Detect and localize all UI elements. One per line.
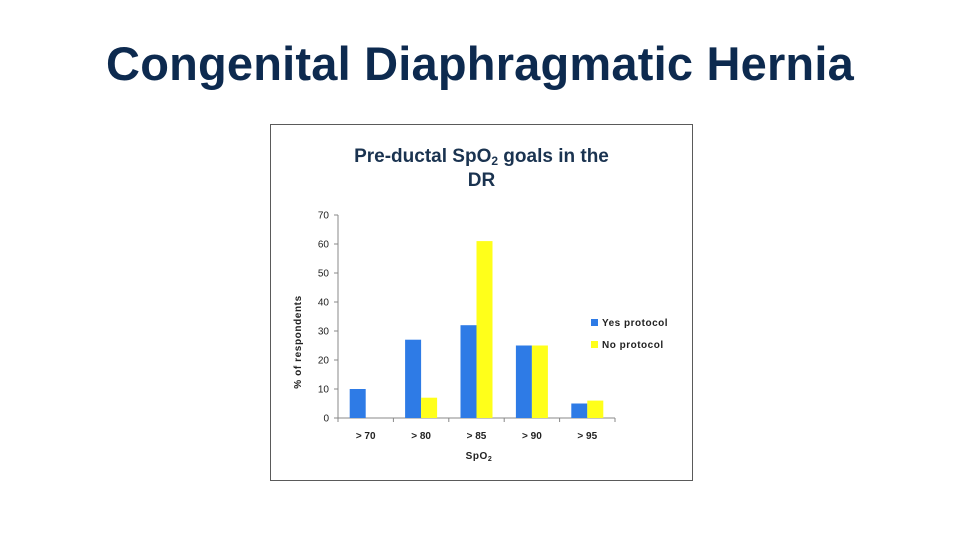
bar-no-protocol xyxy=(587,400,604,418)
bar-no-protocol xyxy=(476,241,493,418)
chart-title-line2: DR xyxy=(467,170,496,191)
y-tick-label: 0 xyxy=(323,414,329,425)
y-tick-label: 40 xyxy=(318,298,330,309)
chart-title-rest: goals in the xyxy=(498,146,609,167)
y-tick-label: 60 xyxy=(318,240,330,251)
x-tick-label: > 90 xyxy=(522,431,542,442)
chart-title-main: Pre-ductal SpO xyxy=(354,146,492,167)
x-tick-label: > 85 xyxy=(467,431,487,442)
bars xyxy=(349,241,604,418)
bar-no-protocol xyxy=(531,345,548,418)
chart-frame: Pre-ductal SpO2 goals in the DR 0 10 20 30 40… xyxy=(270,124,693,481)
bar-yes-protocol xyxy=(460,325,477,418)
bar-yes-protocol xyxy=(405,339,422,418)
x-axis-title-main: SpO xyxy=(466,451,488,462)
x-axis-title-subscript: 2 xyxy=(488,456,493,463)
y-axis: 0 10 20 30 40 50 60 70 xyxy=(318,211,339,425)
chart-title-subscript: 2 xyxy=(491,154,499,168)
y-tick-label: 30 xyxy=(318,327,330,338)
bar-yes-protocol xyxy=(349,389,366,418)
slide-title: Congenital Diaphragmatic Hernia xyxy=(106,37,854,90)
x-axis xyxy=(337,417,616,422)
x-tick-label: > 95 xyxy=(577,431,597,442)
legend: Yes protocol No protocol xyxy=(591,318,668,351)
x-tick-label: > 70 xyxy=(356,431,376,442)
bar-yes-protocol xyxy=(515,345,532,418)
chart-title: Pre-ductal SpO2 goals in the DR xyxy=(271,145,692,193)
bar-no-protocol xyxy=(421,397,438,418)
bar-yes-protocol xyxy=(571,403,588,418)
chart-plot: 0 10 20 30 40 50 60 70 > 70 > 80 > 85 > 90 > 95 Yes… xyxy=(293,211,668,464)
legend-label: Yes protocol xyxy=(602,318,668,329)
x-axis-title: SpO2 xyxy=(466,451,493,463)
y-tick-label: 70 xyxy=(318,211,330,222)
y-tick-label: 10 xyxy=(318,385,330,396)
legend-swatch xyxy=(591,341,598,348)
legend-label: No protocol xyxy=(602,340,664,351)
x-tick-label: > 80 xyxy=(411,431,431,442)
y-axis-title: % of respondents xyxy=(293,295,304,389)
legend-swatch xyxy=(591,319,598,326)
x-tick-labels: > 70 > 80 > 85 > 90 > 95 xyxy=(356,431,598,442)
y-tick-label: 20 xyxy=(318,356,330,367)
y-tick-label: 50 xyxy=(318,269,330,280)
